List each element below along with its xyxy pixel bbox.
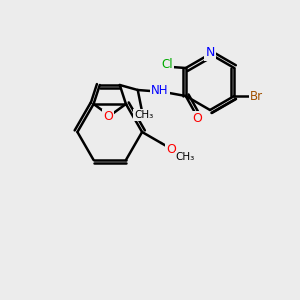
Text: O: O [167, 142, 176, 155]
Text: O: O [103, 110, 113, 123]
Text: CH₃: CH₃ [176, 152, 195, 162]
Text: Cl: Cl [161, 58, 172, 71]
Text: Br: Br [250, 89, 263, 103]
Text: NH: NH [151, 85, 169, 98]
Text: O: O [192, 112, 202, 125]
Text: N: N [205, 46, 215, 59]
Text: CH₃: CH₃ [134, 110, 153, 120]
